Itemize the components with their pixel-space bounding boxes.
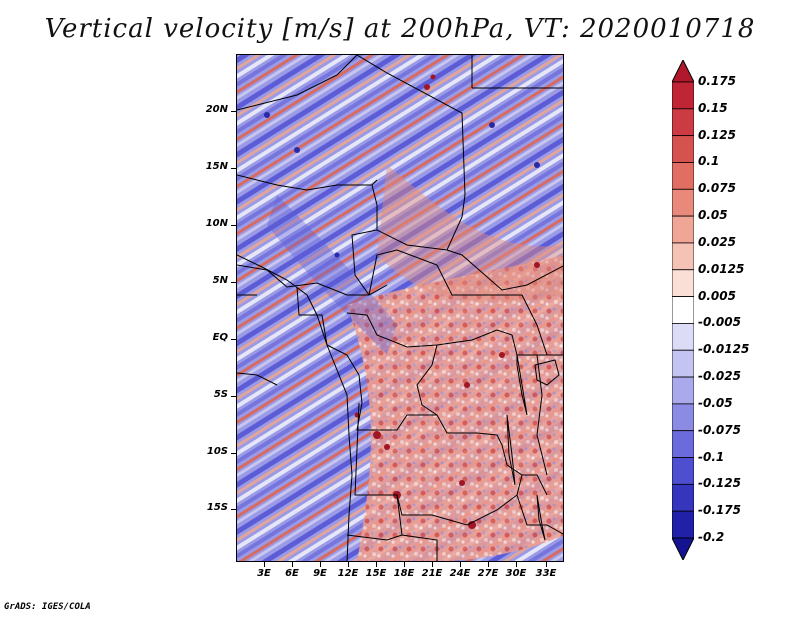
colorbar-swatch: [672, 269, 694, 297]
colorbar-swatch: [672, 403, 694, 432]
lat-tick: [231, 339, 236, 340]
lon-tick: [404, 562, 405, 567]
colorbar-swatch: [672, 457, 694, 485]
colorbar-label: 0.075: [698, 181, 736, 196]
colorbar-label: 0.175: [698, 74, 736, 88]
lon-label-24e: 24E: [449, 568, 471, 579]
lon-tick: [292, 562, 293, 567]
colorbar-swatch: [672, 483, 694, 512]
colorbar-label: -0.005: [698, 315, 741, 330]
colorbar-swatch: [672, 215, 694, 244]
lon-tick: [460, 562, 461, 567]
lat-label-5s: 5S: [213, 389, 228, 400]
lat-tick: [231, 396, 236, 397]
lat-tick: [231, 168, 236, 169]
colorbar-label: 0.1: [698, 154, 720, 169]
colorbar-swatch: [672, 162, 694, 190]
lat-label-10s: 10S: [206, 446, 228, 457]
colorbar-swatch: [672, 323, 694, 351]
lat-tick: [231, 225, 236, 226]
lon-label-3e: 3E: [257, 568, 271, 579]
lat-label-15s: 15S: [206, 502, 228, 513]
colorbar-swatch: [672, 376, 694, 405]
lon-label-12e: 12E: [337, 568, 359, 579]
colorbar-label: -0.0125: [698, 342, 750, 357]
colorbar-label: 0.005: [698, 288, 736, 303]
lat-tick: [231, 111, 236, 112]
lon-label-18e: 18E: [393, 568, 415, 579]
credit-text: GrADS: IGES/COLA: [4, 602, 91, 612]
lat-label-eq: EQ: [212, 332, 228, 343]
colorbar-label: -0.1: [698, 449, 725, 464]
lon-label-30e: 30E: [505, 568, 527, 579]
velocity-field: [237, 55, 563, 561]
colorbar-label: -0.175: [698, 503, 741, 518]
colorbar-swatch: [672, 108, 694, 137]
colorbar-bottom-arrow: [672, 537, 694, 560]
lon-tick: [432, 562, 433, 567]
chart-title: Vertical velocity [m/s] at 200hPa, VT: 2…: [44, 14, 756, 44]
colorbar-swatch: [672, 242, 694, 271]
lon-tick: [264, 562, 265, 567]
colorbar-label: 0.05: [698, 208, 728, 223]
lat-tick: [231, 509, 236, 510]
colorbar-swatch: [672, 296, 694, 324]
lat-label-15n: 15N: [205, 161, 228, 172]
lon-tick: [516, 562, 517, 567]
colorbar: [672, 60, 694, 560]
lon-label-15e: 15E: [365, 568, 387, 579]
lon-label-6e: 6E: [285, 568, 299, 579]
map-panel: [236, 54, 564, 562]
colorbar-swatch: [672, 81, 694, 110]
colorbar-label: 0.025: [698, 234, 736, 249]
colorbar-label: 0.0125: [698, 261, 745, 276]
colorbar-label: 0.125: [698, 127, 736, 142]
lon-label-27e: 27E: [477, 568, 499, 579]
colorbar-label: -0.125: [698, 476, 741, 491]
colorbar-top-arrow: [672, 60, 694, 83]
lon-tick: [546, 562, 547, 567]
colorbar-swatch: [672, 135, 694, 163]
lat-label-10n: 10N: [205, 218, 228, 229]
lon-label-9e: 9E: [313, 568, 327, 579]
lat-label-5n: 5N: [212, 275, 228, 286]
lon-tick: [348, 562, 349, 567]
lon-tick: [320, 562, 321, 567]
lon-tick: [376, 562, 377, 567]
lon-tick: [488, 562, 489, 567]
colorbar-swatch: [672, 510, 694, 539]
colorbar-label: -0.2: [698, 530, 725, 544]
colorbar-label: -0.05: [698, 395, 733, 410]
colorbar-label: -0.025: [698, 369, 741, 384]
lon-label-21e: 21E: [421, 568, 443, 579]
colorbar-swatch: [672, 430, 694, 458]
colorbar-label: -0.075: [698, 422, 741, 437]
colorbar-label: 0.15: [698, 100, 728, 115]
colorbar-swatch: [672, 349, 694, 378]
lat-tick: [231, 282, 236, 283]
lon-label-33e: 33E: [535, 568, 557, 579]
lat-tick: [231, 453, 236, 454]
colorbar-swatch: [672, 188, 694, 217]
lat-label-20n: 20N: [205, 104, 228, 115]
